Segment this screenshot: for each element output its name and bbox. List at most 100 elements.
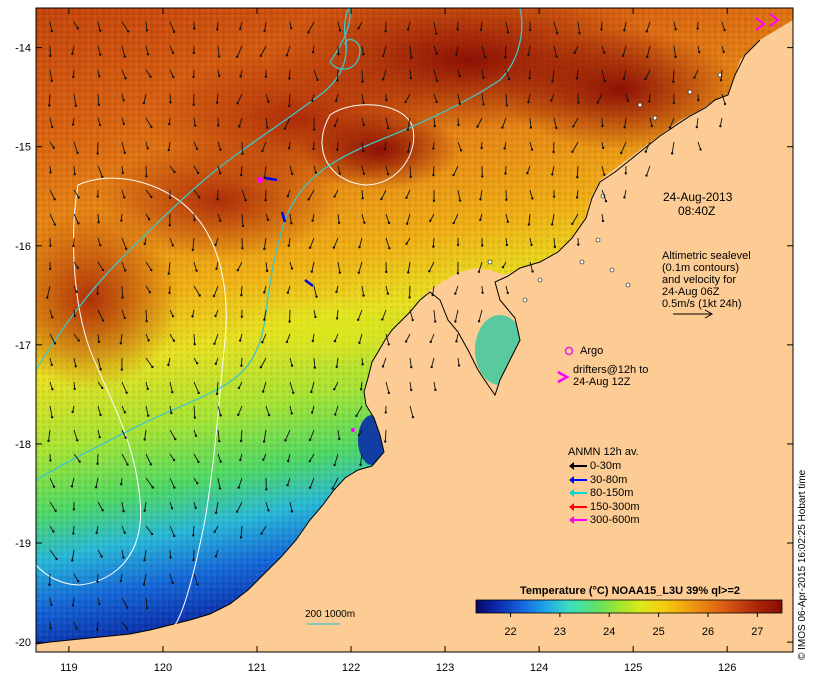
velocity-arrow-head <box>357 434 361 437</box>
velocity-arrow-head <box>49 171 52 174</box>
velocity-arrow-head <box>575 77 579 80</box>
velocity-arrow <box>97 381 103 389</box>
velocity-arrow-head <box>483 56 487 59</box>
velocity-arrow <box>96 621 99 630</box>
velocity-arrow-head <box>122 122 126 126</box>
velocity-arrow <box>720 69 723 81</box>
velocity-arrow-head <box>312 147 315 151</box>
velocity-arrow <box>237 93 243 104</box>
velocity-arrow <box>527 45 531 55</box>
velocity-arrow <box>265 405 270 416</box>
velocity-arrow <box>120 333 123 344</box>
x-tick-label: 124 <box>530 662 548 674</box>
velocity-arrow <box>97 309 104 321</box>
velocity-arrow-head <box>387 391 391 395</box>
velocity-arrow-head <box>454 320 457 323</box>
velocity-arrow-head <box>71 52 74 55</box>
velocity-arrow <box>97 357 102 370</box>
velocity-arrow <box>145 117 152 128</box>
velocity-arrow-head <box>123 55 126 58</box>
anmn-legend-item: 80-150m <box>569 487 633 499</box>
velocity-arrow-head <box>362 294 365 297</box>
velocity-arrow <box>310 381 315 393</box>
velocity-arrow <box>672 69 675 82</box>
velocity-arrow-head <box>76 266 80 270</box>
velocity-arrow-head <box>77 222 80 225</box>
velocity-arrow-head <box>265 269 269 273</box>
velocity-arrow <box>169 93 171 103</box>
velocity-arrow-head <box>48 104 51 107</box>
velocity-arrow <box>480 21 483 30</box>
velocity-arrow-head <box>123 531 126 534</box>
velocity-arrow <box>409 405 414 418</box>
velocity-arrow-head <box>124 436 127 439</box>
velocity-arrow-head <box>623 126 626 129</box>
velocity-arrow-head <box>285 340 289 344</box>
velocity-arrow-head <box>259 366 263 369</box>
anmn-legend-item: 150-300m <box>569 501 640 513</box>
altimetry-line-1: Altimetric sealevel <box>662 250 751 262</box>
velocity-arrow-head <box>238 339 242 342</box>
velocity-arrow-head <box>407 150 410 154</box>
velocity-arrows <box>46 21 727 631</box>
velocity-arrow-head <box>125 391 128 395</box>
velocity-arrow-head <box>99 29 102 32</box>
velocity-arrow-head <box>75 627 78 630</box>
velocity-arrow <box>213 285 219 297</box>
velocity-arrow <box>407 21 411 30</box>
velocity-arrow-head <box>501 266 505 269</box>
velocity-arrow <box>145 45 149 55</box>
velocity-arrow-head <box>308 486 312 489</box>
velocity-arrow <box>144 429 147 440</box>
velocity-arrow <box>406 213 411 224</box>
velocity-arrow <box>241 213 244 226</box>
velocity-arrow <box>551 165 555 175</box>
velocity-arrow <box>357 309 363 321</box>
velocity-arrow-head <box>362 123 366 127</box>
velocity-arrow-head <box>551 173 554 176</box>
velocity-arrow <box>620 141 627 154</box>
velocity-arrow-head <box>239 536 243 539</box>
velocity-arrow-head <box>361 149 365 153</box>
velocity-arrow <box>121 189 125 198</box>
velocity-arrow <box>385 237 390 249</box>
velocity-arrow-head <box>555 126 558 130</box>
velocity-arrow <box>285 429 291 441</box>
velocity-arrow-head <box>384 411 387 414</box>
velocity-arrow-head <box>147 218 151 221</box>
velocity-arrow <box>576 189 579 198</box>
colorbar-strip <box>475 599 783 614</box>
velocity-arrow <box>385 285 389 294</box>
velocity-arrow-head <box>99 243 102 247</box>
velocity-arrow-head <box>308 459 312 463</box>
velocity-arrow-head <box>150 125 153 129</box>
velocity-arrow-head <box>173 486 176 489</box>
anmn-legend-label: 300-600m <box>590 514 640 526</box>
velocity-arrow-head <box>172 458 176 462</box>
velocity-arrow <box>193 573 198 585</box>
velocity-arrow-head <box>267 413 271 417</box>
velocity-arrow <box>289 501 293 512</box>
velocity-arrow <box>645 69 651 80</box>
velocity-arrow <box>193 285 201 296</box>
velocity-arrow <box>236 45 243 57</box>
velocity-arrow <box>49 69 53 81</box>
velocity-arrow-head <box>550 99 553 102</box>
velocity-arrow <box>358 333 363 343</box>
velocity-arrow-head <box>385 270 388 274</box>
velocity-arrow-head <box>336 79 339 82</box>
velocity-arrow <box>262 381 267 392</box>
velocity-arrow-head <box>192 75 195 79</box>
x-tick-label: 119 <box>60 662 78 674</box>
velocity-arrow-head <box>307 198 310 201</box>
velocity-arrow <box>49 501 57 512</box>
velocity-arrow-head <box>120 368 124 371</box>
velocity-arrow-head <box>457 123 460 127</box>
velocity-arrow <box>576 69 579 79</box>
velocity-arrow-head <box>504 172 507 175</box>
velocity-arrow-head <box>432 245 435 248</box>
velocity-arrow-head <box>70 485 74 488</box>
velocity-arrow <box>145 261 152 271</box>
velocity-arrow <box>237 405 243 416</box>
velocity-arrow-head <box>143 242 146 246</box>
